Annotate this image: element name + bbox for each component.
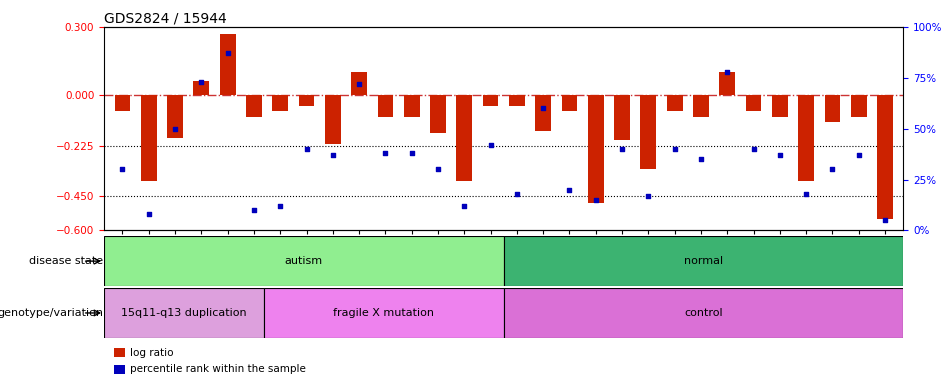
Bar xyxy=(141,95,157,180)
Point xyxy=(667,146,682,152)
Bar xyxy=(772,95,788,118)
Bar xyxy=(324,95,341,144)
Text: log ratio: log ratio xyxy=(130,348,173,358)
Bar xyxy=(614,95,630,140)
Point xyxy=(325,152,341,158)
Point xyxy=(483,142,499,148)
Point xyxy=(825,166,840,172)
Bar xyxy=(719,72,735,95)
Point xyxy=(194,79,209,85)
Point xyxy=(588,197,604,203)
Point xyxy=(220,50,236,56)
Bar xyxy=(246,95,262,118)
Bar xyxy=(745,95,762,111)
Point xyxy=(615,146,630,152)
Text: fragile X mutation: fragile X mutation xyxy=(333,308,434,318)
Bar xyxy=(825,95,840,122)
Point xyxy=(772,152,787,158)
Bar xyxy=(219,34,236,95)
Text: control: control xyxy=(684,308,723,318)
Bar xyxy=(482,95,499,106)
Bar xyxy=(167,95,183,138)
Text: disease state: disease state xyxy=(29,256,103,266)
Bar xyxy=(562,95,577,111)
Bar xyxy=(798,95,814,180)
Point xyxy=(114,166,130,172)
Bar xyxy=(877,95,893,219)
Point xyxy=(141,211,156,217)
Text: normal: normal xyxy=(684,256,723,266)
Bar xyxy=(264,288,503,338)
Bar xyxy=(104,288,264,338)
Point xyxy=(562,187,577,193)
Point xyxy=(851,152,867,158)
Bar xyxy=(693,95,709,118)
Text: percentile rank within the sample: percentile rank within the sample xyxy=(130,364,306,374)
Bar xyxy=(272,95,289,111)
Point xyxy=(640,193,656,199)
Bar xyxy=(404,95,420,118)
Bar xyxy=(104,236,503,286)
Bar xyxy=(503,288,903,338)
Bar xyxy=(456,95,472,180)
Bar xyxy=(299,95,314,106)
Point xyxy=(535,105,551,111)
Point xyxy=(878,217,893,223)
Point xyxy=(430,166,446,172)
Bar xyxy=(430,95,446,133)
Text: genotype/variation: genotype/variation xyxy=(0,308,103,318)
Bar xyxy=(351,72,367,95)
Bar xyxy=(640,95,657,169)
Point xyxy=(798,191,814,197)
Bar xyxy=(194,81,209,95)
Point xyxy=(299,146,314,152)
Text: 15q11-q13 duplication: 15q11-q13 duplication xyxy=(121,308,247,318)
Bar xyxy=(114,95,131,111)
Point xyxy=(404,150,419,156)
Point xyxy=(272,203,288,209)
Bar xyxy=(377,95,394,118)
Bar xyxy=(587,95,604,203)
Bar xyxy=(503,236,903,286)
Point xyxy=(377,150,393,156)
Point xyxy=(246,207,261,213)
Point xyxy=(457,203,472,209)
Bar xyxy=(535,95,552,131)
Text: GDS2824 / 15944: GDS2824 / 15944 xyxy=(104,12,227,26)
Point xyxy=(720,69,735,75)
Bar xyxy=(667,95,683,111)
Point xyxy=(509,191,524,197)
Point xyxy=(746,146,762,152)
Point xyxy=(167,126,183,132)
Bar xyxy=(509,95,525,106)
Point xyxy=(693,156,709,162)
Text: autism: autism xyxy=(285,256,323,266)
Point xyxy=(352,81,367,87)
Bar xyxy=(850,95,867,118)
